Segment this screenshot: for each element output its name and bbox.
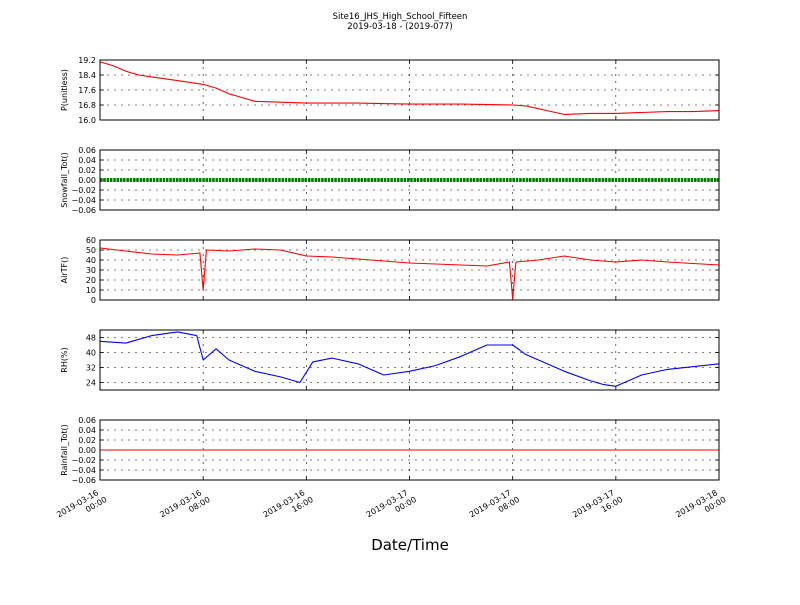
- panel-frame: [99, 239, 720, 301]
- y-axis-label: Snowfall_Tot(): [60, 152, 69, 208]
- x-axis-label: Date/Time: [371, 536, 449, 554]
- y-tick-label: 0.00: [78, 176, 96, 185]
- panel-frame: [99, 149, 720, 211]
- y-tick-label: −0.02: [71, 186, 96, 195]
- y-tick-label: 0.02: [78, 166, 96, 175]
- y-tick-label: −0.06: [71, 206, 96, 215]
- y-tick-label: 17.6: [78, 86, 96, 95]
- y-tick-label: 10: [86, 286, 96, 295]
- y-tick-label: 40: [86, 256, 96, 265]
- panel-frame: [99, 59, 720, 121]
- y-tick-label: 50: [86, 246, 96, 255]
- panel-1: 16.0 16.8 17.6 18.4 19.2 P(unitless): [60, 56, 720, 125]
- y-tick-label: 60: [86, 236, 96, 245]
- panel-2: −0.06−0.04−0.020.000.020.040.06 Snowfall_…: [60, 146, 720, 215]
- y-tick-label: 16.0: [78, 116, 96, 125]
- y-axis-label: Rainfall_Tot(): [60, 424, 69, 476]
- y-tick-label: 48: [86, 334, 96, 343]
- y-tick-label: 20: [86, 276, 96, 285]
- y-tick-label: −0.04: [71, 466, 96, 475]
- y-axis-label: RH(%): [60, 347, 69, 372]
- y-tick-label: 0.04: [78, 426, 96, 435]
- panel-frame: [99, 329, 720, 391]
- y-tick-label: 30: [86, 266, 96, 275]
- data-line-4: [99, 331, 720, 387]
- y-tick-label: 0: [91, 296, 96, 305]
- y-tick-label: 0.00: [78, 446, 96, 455]
- y-axis-label: P(unitless): [60, 69, 69, 111]
- y-tick-label: 0.06: [78, 416, 96, 425]
- y-tick-label: −0.02: [71, 456, 96, 465]
- data-line-3: [99, 247, 720, 300]
- y-tick-label: 0.06: [78, 146, 96, 155]
- chart-title: Site16_JHS_High_School_Fifteen: [333, 12, 468, 22]
- panel-5: −0.06−0.04−0.020.000.020.040.06 Rainfall_…: [60, 416, 720, 485]
- data-line-1: [99, 61, 720, 115]
- y-axis-label: AirTF(): [60, 257, 69, 284]
- y-tick-label: −0.04: [71, 196, 96, 205]
- y-tick-label: 18.4: [78, 71, 96, 80]
- y-tick-label: 0.02: [78, 436, 96, 445]
- y-tick-label: 24: [86, 379, 96, 388]
- y-tick-label: 40: [86, 349, 96, 358]
- y-tick-label: 16.8: [78, 101, 96, 110]
- chart-subtitle: 2019-03-18 - (2019-077): [347, 22, 452, 32]
- y-tick-label: −0.06: [71, 476, 96, 485]
- panel-4: 24 32 40 48 RH(%): [60, 329, 720, 391]
- panel-frame: [99, 419, 720, 481]
- y-tick-label: 0.04: [78, 156, 96, 165]
- y-tick-label: 32: [86, 364, 96, 373]
- y-tick-label: 19.2: [78, 56, 96, 65]
